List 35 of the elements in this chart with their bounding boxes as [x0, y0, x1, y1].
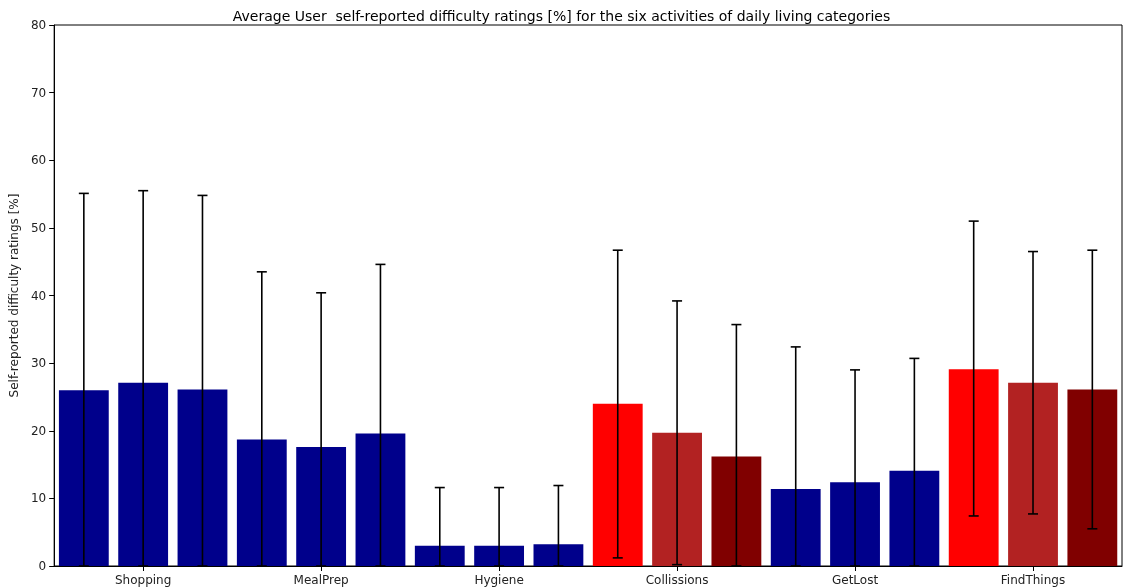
y-tick-label: 30: [30, 356, 47, 371]
bar: [711, 456, 762, 566]
bar: [236, 439, 287, 566]
bar: [1008, 382, 1058, 566]
y-tick-label: 70: [30, 85, 47, 100]
bar: [58, 390, 109, 566]
bar: [296, 446, 347, 566]
bar: [1067, 389, 1118, 566]
bar: [770, 488, 821, 566]
bar: [889, 470, 940, 566]
bar: [414, 545, 465, 566]
y-tick-label: 20: [30, 423, 47, 438]
bar: [592, 403, 643, 566]
bar: [474, 545, 525, 566]
bar: [177, 389, 228, 566]
chart-title: Average User self-reported difficulty ratings [%] for the six activities of daily living categories: [232, 8, 891, 24]
y-tick-label: 0: [38, 559, 47, 573]
y-tick-label: 60: [30, 153, 47, 168]
y-tick-label: 40: [30, 288, 47, 303]
bar: [355, 433, 406, 566]
bar: [533, 544, 584, 566]
x-tick-label: Collissions: [645, 573, 709, 587]
x-tick-label: MealPrep: [293, 573, 349, 587]
x-tick-label: FindThings: [1000, 573, 1066, 587]
y-tick-label: 80: [30, 18, 47, 32]
y-axis-title: Self-reported difficulty ratings [%]: [7, 193, 21, 398]
y-tick-label: 10: [30, 491, 47, 506]
x-tick-label: GetLost: [831, 573, 879, 587]
bar: [652, 432, 702, 566]
y-tick-label: 50: [30, 220, 47, 235]
x-tick-label: Shopping: [114, 573, 172, 587]
bar: [948, 369, 999, 566]
bar: [830, 482, 880, 566]
x-tick-label: Hygiene: [474, 573, 524, 587]
bar: [118, 382, 169, 566]
